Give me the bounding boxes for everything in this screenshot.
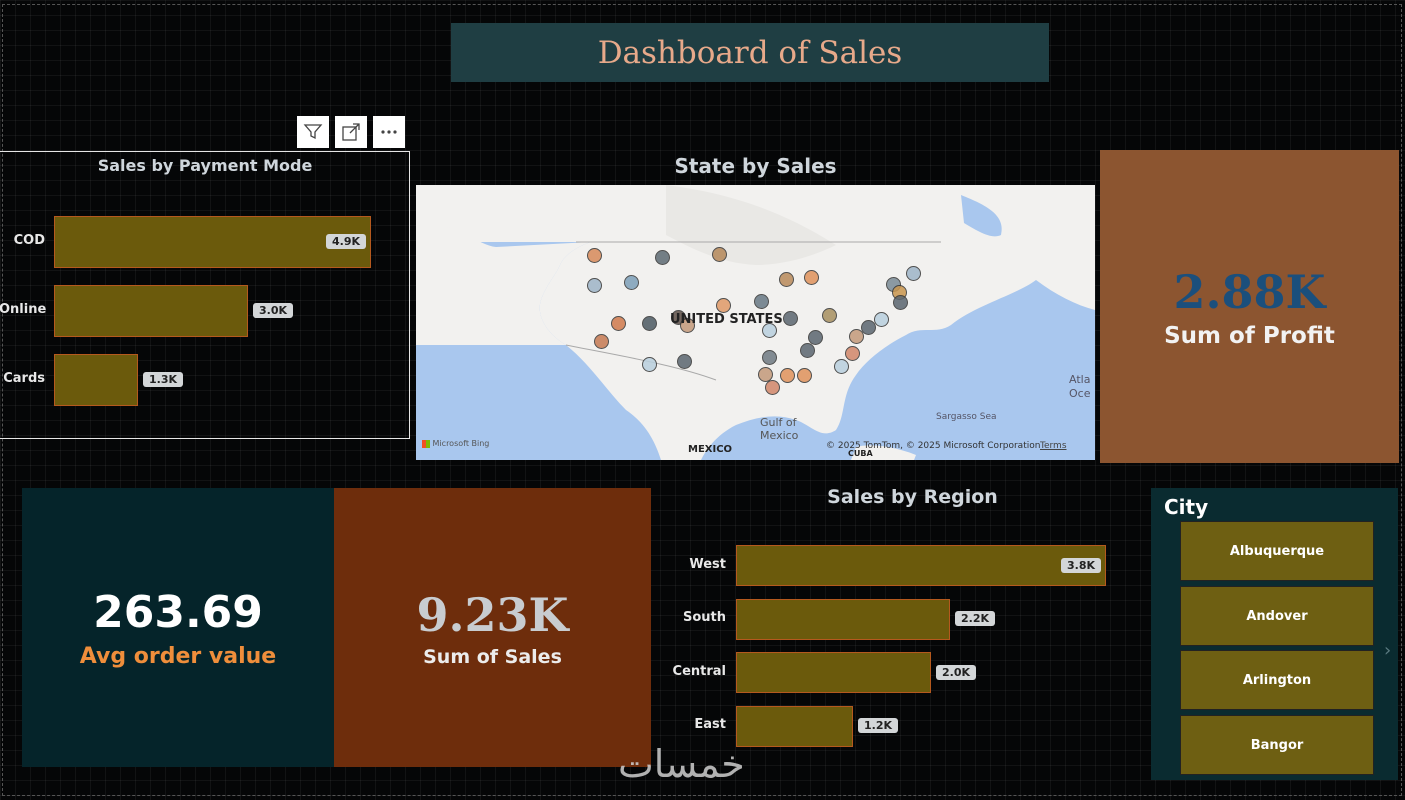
state-sales-bubble[interactable]: [762, 323, 777, 338]
state-sales-bubble[interactable]: [906, 266, 921, 281]
profit-value: 2.88K: [1173, 264, 1326, 319]
region-category-label: West: [689, 556, 726, 572]
state-sales-bubble[interactable]: [780, 368, 795, 383]
state-sales-bubble[interactable]: [587, 248, 602, 263]
city-slicer-title: City: [1164, 495, 1209, 519]
state-sales-bubble[interactable]: [874, 312, 889, 327]
filter-icon[interactable]: [297, 116, 329, 148]
state-sales-bubble[interactable]: [680, 318, 695, 333]
dashboard-title: Dashboard of Sales: [597, 34, 903, 71]
region-category-label: South: [682, 610, 726, 625]
sum-sales-value: 9.23K: [416, 587, 569, 642]
region-category-label: East: [694, 717, 726, 732]
payment-category-label: COD: [13, 233, 45, 248]
state-sales-bubble[interactable]: [655, 250, 670, 265]
state-sales-bubble[interactable]: [765, 380, 780, 395]
payment-mode-visual[interactable]: Sales by Payment Mode COD 4.9K Online 3.0K C…: [0, 151, 410, 439]
region-data-label: 3.8K: [1061, 557, 1102, 573]
map-label-atlantic: Atla Oce: [1069, 373, 1091, 400]
dashboard-title-box: Dashboard of Sales: [451, 23, 1049, 82]
payment-data-label: 1.3K: [143, 372, 184, 387]
region-category-label: Central: [672, 663, 726, 679]
state-sales-bubble[interactable]: [642, 357, 657, 372]
state-sales-bubble[interactable]: [834, 359, 849, 374]
profit-card[interactable]: 2.88K Sum of Profit: [1100, 150, 1399, 463]
avg-order-label: Avg order value: [79, 643, 277, 669]
region-bar[interactable]: [736, 545, 1106, 586]
visual-header-icons: [297, 116, 405, 148]
avg-order-value: 263.69: [93, 586, 263, 638]
city-option[interactable]: Andover: [1180, 586, 1374, 646]
payment-data-label: 4.9K: [326, 234, 367, 249]
payment-bar[interactable]: [54, 285, 248, 337]
sum-sales-label: Sum of Sales: [423, 645, 562, 668]
state-sales-map[interactable]: UNITED STATES Gulf of Mexico MEXICO CUBA…: [416, 185, 1095, 460]
state-sales-bubble[interactable]: [611, 316, 626, 331]
state-sales-bubble[interactable]: [808, 330, 823, 345]
sum-sales-card[interactable]: 9.23K Sum of Sales: [334, 488, 651, 767]
payment-bar[interactable]: [54, 354, 138, 406]
region-bar[interactable]: [736, 598, 950, 640]
state-sales-bubble[interactable]: [758, 367, 773, 382]
bing-logo: Microsoft Bing: [422, 439, 489, 448]
region-bar[interactable]: [736, 705, 853, 747]
payment-category-label: Online: [0, 302, 47, 317]
state-sales-bubble[interactable]: [849, 329, 864, 344]
payment-data-label: 3.0K: [253, 303, 294, 318]
state-sales-bubble[interactable]: [845, 346, 860, 361]
payment-bar[interactable]: [54, 216, 371, 268]
map-label-mexico: MEXICO: [688, 444, 733, 455]
state-sales-bubble[interactable]: [783, 311, 798, 326]
city-option[interactable]: Albuquerque: [1180, 521, 1374, 581]
map-label-cuba: CUBA: [848, 449, 873, 458]
canvas-frame: [2, 4, 1402, 796]
city-option[interactable]: Bangor: [1180, 715, 1374, 775]
map-terms-link[interactable]: Terms: [1040, 441, 1067, 451]
state-sales-bubble[interactable]: [642, 316, 657, 331]
state-sales-bubble[interactable]: [677, 354, 692, 369]
state-sales-bubble[interactable]: [800, 343, 815, 358]
state-sales-bubble[interactable]: [804, 270, 819, 285]
avg-order-card[interactable]: 263.69 Avg order value: [22, 488, 334, 767]
region-data-label: 1.2K: [858, 718, 899, 733]
city-option[interactable]: Arlington: [1180, 650, 1374, 710]
state-sales-bubble[interactable]: [594, 334, 609, 349]
map-label-us: UNITED STATES: [670, 312, 783, 327]
map-basemap: [416, 185, 1095, 460]
region-data-label: 2.2K: [955, 611, 996, 626]
region-data-label: 2.0K: [936, 664, 977, 680]
state-sales-bubble[interactable]: [762, 350, 777, 365]
watermark-logo: خمسات: [618, 742, 745, 786]
region-bar[interactable]: [736, 652, 931, 693]
state-sales-bubble[interactable]: [712, 247, 727, 262]
state-sales-bubble[interactable]: [587, 278, 602, 293]
state-sales-bubble[interactable]: [893, 295, 908, 310]
payment-category-label: Cards: [3, 371, 45, 386]
map-copyright: © 2025 TomTom, © 2025 Microsoft Corporat…: [826, 441, 1041, 451]
state-sales-bubble[interactable]: [716, 298, 731, 313]
map-label-sargasso: Sargasso Sea: [936, 412, 997, 422]
profit-label: Sum of Profit: [1164, 322, 1335, 349]
microsoft-logo-icon: [422, 439, 430, 448]
state-sales-bubble[interactable]: [822, 308, 837, 323]
state-sales-bubble[interactable]: [779, 272, 794, 287]
state-sales-bubble[interactable]: [754, 294, 769, 309]
more-options-icon[interactable]: [373, 116, 405, 148]
focus-mode-icon[interactable]: [335, 116, 367, 148]
state-sales-bubble[interactable]: [624, 275, 639, 290]
state-sales-bubble[interactable]: [861, 320, 876, 335]
chevron-right-icon[interactable]: ›: [1384, 640, 1392, 661]
map-title: State by Sales: [674, 154, 837, 178]
city-slicer[interactable]: City Albuquerque Andover Arlington Bango…: [1151, 488, 1398, 780]
payment-chart-title: Sales by Payment Mode: [97, 156, 313, 175]
region-chart-title: Sales by Region: [827, 486, 998, 508]
state-sales-bubble[interactable]: [797, 368, 812, 383]
map-label-gulf: Gulf of Mexico: [760, 416, 799, 442]
